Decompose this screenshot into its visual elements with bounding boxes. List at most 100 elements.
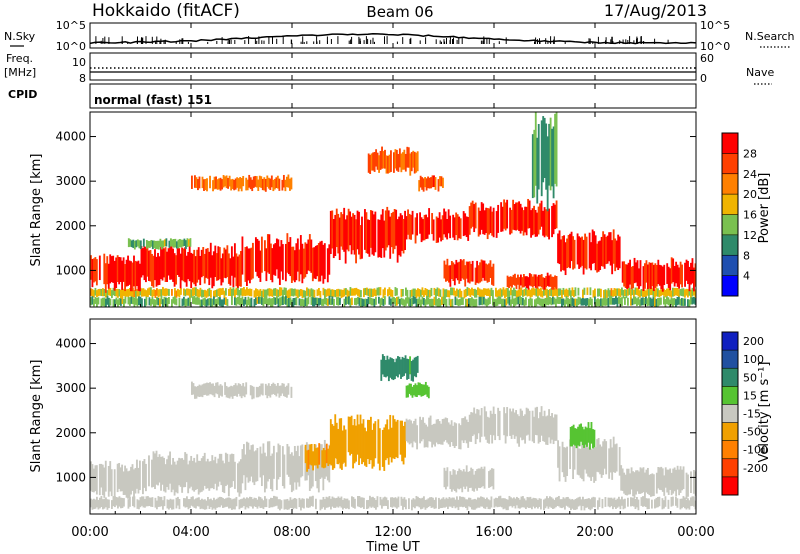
heatmap-cell <box>214 289 217 298</box>
heatmap-cell <box>368 419 371 465</box>
heatmap-cell <box>211 298 214 307</box>
heatmap-cell <box>298 289 301 297</box>
heatmap-cell <box>135 240 138 248</box>
heatmap-cell <box>370 153 373 171</box>
colorbar-swatch <box>722 368 738 387</box>
heatmap-cell <box>282 296 284 306</box>
colorbar-tick-label: -100 <box>743 444 768 457</box>
heatmap-cell <box>224 452 227 487</box>
heatmap-cell <box>172 296 175 304</box>
heatmap-cell <box>579 448 582 478</box>
heatmap-cell <box>297 289 299 299</box>
heatmap-cell <box>172 248 175 282</box>
heatmap-cell <box>578 236 581 269</box>
heatmap-cell <box>402 289 404 297</box>
heatmap-cell <box>643 496 646 507</box>
heatmap-cell <box>232 498 235 510</box>
heatmap-cell <box>268 499 271 508</box>
heatmap-cell <box>525 407 528 436</box>
heatmap-cell <box>569 233 571 269</box>
heatmap-cell <box>136 261 138 287</box>
heatmap-cell <box>215 253 218 281</box>
heatmap-cell <box>128 260 131 285</box>
heatmap-cell <box>586 427 588 447</box>
heatmap-cell <box>624 264 627 288</box>
heatmap-cell <box>499 296 502 305</box>
heatmap-cell <box>614 238 617 272</box>
heatmap-cell <box>154 289 157 298</box>
heatmap-cell <box>475 499 478 509</box>
heatmap-cell <box>404 421 406 458</box>
heatmap-cell <box>120 289 122 299</box>
heatmap-cell <box>291 499 293 509</box>
heatmap-cell <box>211 500 214 510</box>
heatmap-cell <box>237 286 239 296</box>
heatmap-cell <box>537 274 540 287</box>
heatmap-cell <box>597 437 600 473</box>
heatmap-cell <box>249 288 251 297</box>
heatmap-cell <box>236 177 239 188</box>
heatmap-cell <box>649 297 652 307</box>
heatmap-cell <box>626 264 629 289</box>
heatmap-cell <box>402 498 404 510</box>
colorbar-swatch <box>722 275 738 297</box>
heatmap-cell <box>334 498 337 508</box>
heatmap-cell <box>413 357 416 377</box>
heatmap-cell <box>531 498 533 510</box>
heatmap-cell <box>184 298 187 307</box>
heatmap-cell <box>163 248 165 278</box>
heatmap-cell <box>637 296 640 305</box>
heatmap-cell <box>223 297 226 305</box>
heatmap-cell <box>577 497 580 507</box>
heatmap-cell <box>136 298 139 307</box>
heatmap-cell <box>202 456 205 491</box>
heatmap-cell <box>392 358 395 381</box>
heatmap-cell <box>372 298 374 306</box>
heatmap-cell <box>442 497 445 508</box>
heatmap-cell <box>91 464 94 493</box>
heatmap-cell <box>518 201 521 232</box>
heatmap-cell <box>521 410 524 441</box>
heatmap-cell <box>458 261 461 284</box>
heatmap-cell <box>241 449 244 484</box>
heatmap-cell <box>205 500 208 510</box>
heatmap-cell <box>548 409 550 438</box>
heatmap-cell <box>277 298 280 307</box>
heatmap-cell <box>464 265 467 287</box>
heatmap-cell <box>591 449 594 477</box>
station-title: Hokkaido (fitACF) <box>92 1 240 21</box>
heatmap-cell <box>249 177 252 190</box>
heatmap-cell <box>410 420 412 444</box>
heatmap-cell <box>103 297 106 307</box>
heatmap-cell <box>201 289 203 298</box>
heatmap-cell <box>221 179 224 190</box>
heatmap-cell <box>594 497 596 508</box>
heatmap-cell <box>267 298 269 306</box>
heatmap-cell <box>281 179 284 191</box>
noise-sky-label: N.Sky <box>4 30 36 43</box>
heatmap-cell <box>274 288 277 296</box>
heatmap-cell <box>96 297 98 307</box>
heatmap-cell <box>572 236 574 270</box>
heatmap-cell <box>119 467 122 492</box>
heatmap-cell <box>328 244 331 275</box>
heatmap-cell <box>413 151 416 174</box>
heatmap-cell <box>640 497 643 506</box>
heatmap-cell <box>443 467 446 488</box>
heatmap-cell <box>129 239 132 247</box>
heatmap-cell <box>470 412 473 442</box>
heatmap-cell <box>600 298 602 307</box>
heatmap-cell <box>240 385 243 399</box>
heatmap-cell <box>199 499 202 510</box>
heatmap-cell <box>391 290 394 297</box>
heatmap-cell <box>444 417 447 441</box>
heatmap-cell <box>311 247 314 282</box>
heatmap-cell <box>588 498 590 510</box>
heatmap-cell <box>114 288 116 297</box>
heatmap-cell <box>425 424 428 448</box>
heatmap-cell <box>627 497 629 507</box>
heatmap-cell <box>94 465 97 492</box>
heatmap-cell <box>447 290 449 297</box>
heatmap-cell <box>106 499 109 510</box>
heatmap-cell <box>201 498 203 509</box>
